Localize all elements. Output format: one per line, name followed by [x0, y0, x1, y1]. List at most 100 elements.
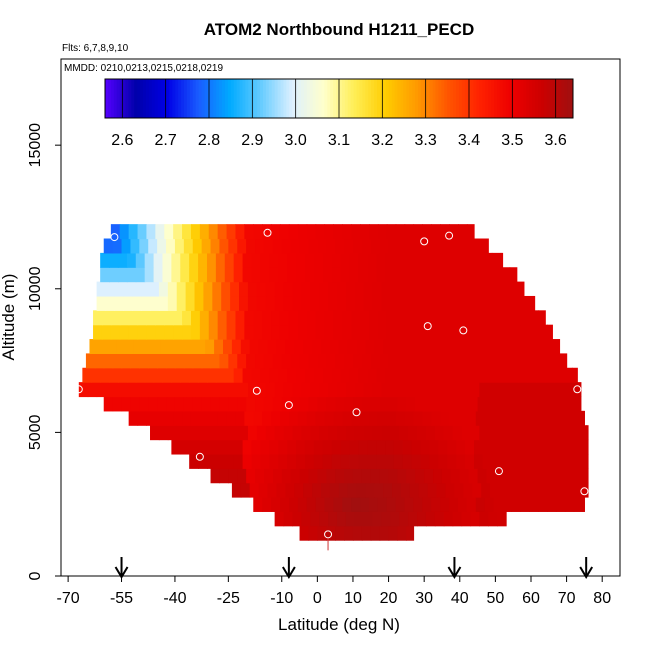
heatmap-cell [230, 281, 240, 297]
heatmap-cell [484, 324, 495, 340]
heatmap-cell [251, 439, 261, 455]
heatmap-cell [139, 353, 149, 369]
colorbar-segment [324, 79, 328, 118]
heatmap-cell [182, 410, 192, 426]
heatmap-cell [518, 439, 529, 455]
heatmap-cell [390, 295, 400, 311]
heatmap-cell [246, 396, 256, 412]
heatmap-cell [475, 310, 486, 326]
heatmap-cell [185, 295, 196, 311]
heatmap-cell [344, 353, 354, 369]
heatmap-cell [482, 453, 493, 469]
heatmap-cell [290, 468, 301, 484]
x-tick-label: 70 [558, 590, 576, 607]
x-tick-label: 40 [451, 590, 469, 607]
heatmap-cell [516, 482, 527, 498]
heatmap-cell [454, 339, 464, 354]
heatmap-cell [573, 497, 584, 512]
heatmap-cell [431, 310, 441, 326]
heatmap-cell [522, 396, 532, 412]
heatmap-cell [189, 439, 199, 455]
heatmap-cell [358, 367, 368, 383]
heatmap-cell [367, 252, 377, 268]
heatmap-cell [255, 353, 265, 369]
heatmap-cell [433, 238, 443, 254]
heatmap-cell [463, 339, 473, 354]
heatmap-cell [345, 295, 356, 311]
heatmap-cell [217, 324, 228, 340]
heatmap-cell [262, 324, 272, 340]
heatmap-cell [328, 382, 338, 398]
heatmap-cell [317, 353, 327, 369]
heatmap-cell [468, 238, 479, 254]
colorbar-segment [300, 79, 305, 118]
heatmap-cell [491, 453, 502, 469]
heatmap-cell [527, 439, 537, 455]
colorbar-segment [505, 79, 510, 118]
heatmap-cell [360, 310, 370, 326]
heatmap-cell [117, 367, 128, 383]
colorbar-segment [467, 79, 472, 118]
heatmap-cell [465, 252, 475, 268]
heatmap-cell [539, 353, 550, 369]
heatmap-cell [393, 453, 404, 469]
heatmap-cell [429, 367, 440, 383]
colorbar-segment [192, 79, 197, 118]
heatmap-cell [210, 353, 221, 369]
heatmap-cell [91, 367, 101, 383]
heatmap-cell [370, 238, 381, 254]
heatmap-cell [500, 252, 504, 268]
heatmap-cell [474, 453, 484, 469]
heatmap-cell [324, 410, 334, 426]
heatmap-cell [328, 281, 338, 297]
heatmap-cell [431, 324, 441, 340]
heatmap-cell [385, 252, 395, 268]
heatmap-cell [504, 468, 514, 484]
heatmap-cell [390, 382, 400, 398]
heatmap-cell [336, 425, 347, 441]
heatmap-cell [287, 267, 297, 283]
heatmap-cell [109, 267, 119, 283]
heatmap-cell [135, 252, 146, 268]
heatmap-cell [482, 252, 493, 268]
heatmap-cell [529, 324, 539, 340]
heatmap-cell [497, 382, 507, 398]
heatmap-cell [425, 281, 436, 297]
heatmap-cell [399, 295, 409, 311]
colorbar-segment [488, 79, 492, 118]
heatmap-cell [368, 497, 379, 512]
heatmap-cell [162, 367, 172, 383]
heatmap-cell [352, 525, 363, 541]
heatmap-cell [493, 410, 504, 426]
heatmap-cell [331, 252, 342, 268]
heatmap-cell [513, 468, 523, 484]
heatmap-cell [317, 468, 327, 484]
heatmap-cell [242, 252, 253, 268]
heatmap-cell [570, 482, 580, 498]
heatmap-cell [166, 353, 176, 369]
heatmap-cell [128, 410, 139, 426]
heatmap-cell [329, 482, 340, 498]
heatmap-cell [514, 281, 525, 297]
heatmap-cell [116, 339, 126, 354]
heatmap-cell [164, 224, 174, 240]
heatmap-cell [486, 353, 496, 369]
heatmap-cell [440, 224, 450, 240]
heatmap-cell [363, 425, 374, 441]
heatmap-cell [358, 252, 368, 268]
heatmap-cell [495, 353, 505, 369]
heatmap-cell [461, 281, 472, 297]
heatmap-cell [385, 267, 395, 283]
colorbar-tick-label: 3.4 [458, 132, 480, 149]
heatmap-cell [571, 453, 582, 469]
heatmap-cell [263, 468, 274, 484]
heatmap-cell [536, 453, 546, 469]
heatmap-cell [507, 339, 518, 354]
heatmap-cell [317, 525, 327, 541]
heatmap-cell [158, 382, 169, 398]
heatmap-cell [422, 324, 432, 340]
heatmap-cell [349, 252, 359, 268]
heatmap-cell [100, 252, 110, 268]
heatmap-cell [295, 439, 306, 455]
